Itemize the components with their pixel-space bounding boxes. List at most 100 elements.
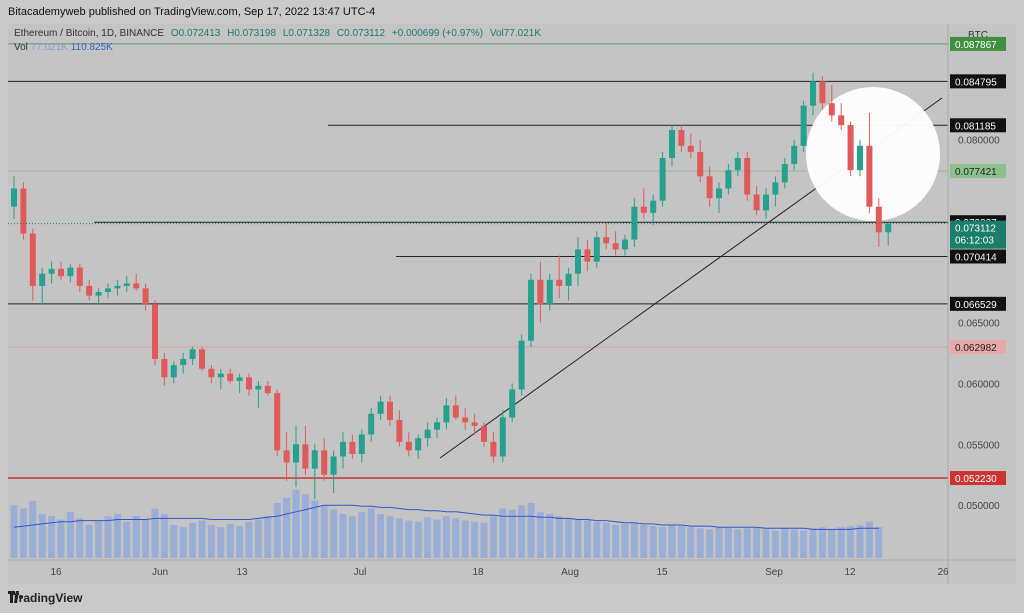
- volume-bar: [771, 530, 779, 558]
- candle-body: [734, 158, 741, 171]
- volume-bar: [499, 508, 507, 558]
- volume-bar: [724, 528, 732, 558]
- volume-bar: [386, 516, 394, 558]
- level-price-tag: [950, 74, 1006, 89]
- high-value: H0.073198: [227, 28, 277, 39]
- open-value: O0.072413: [170, 28, 221, 39]
- volume-bar: [151, 508, 159, 558]
- candle-body: [753, 194, 760, 211]
- volume-bar: [461, 520, 469, 558]
- price-tick-label: 0.065000: [958, 318, 1000, 329]
- candle-body: [67, 267, 74, 277]
- candle-body: [687, 145, 694, 152]
- time-tick-label: 26: [937, 567, 949, 578]
- candle-body: [349, 441, 356, 455]
- volume-bar: [818, 527, 826, 558]
- volume-bar: [762, 529, 770, 558]
- footer[interactable]: TradingView: [8, 591, 82, 605]
- symbol-legend[interactable]: Ethereum / Bitcoin, 1D, BINANCE O0.07241…: [14, 28, 545, 39]
- volume-bar: [800, 530, 808, 558]
- candle-body: [424, 429, 431, 439]
- volume-bar: [273, 503, 281, 558]
- candle-body: [377, 401, 384, 414]
- volume-bar: [442, 516, 450, 558]
- candle-body: [875, 206, 882, 233]
- horizontal-levels[interactable]: [8, 43, 948, 479]
- time-tick-label: Sep: [765, 567, 783, 578]
- candle-body: [274, 393, 281, 451]
- time-tick-label: Aug: [561, 567, 579, 578]
- volume-bar: [696, 528, 704, 558]
- candle-body: [311, 450, 318, 469]
- level-price-label: 0.052230: [955, 474, 997, 485]
- volume-bar: [142, 519, 150, 558]
- time-tick-label: 12: [844, 567, 856, 578]
- price-chart[interactable]: BTC 0.050000 0.055000 0.060000 0.065000 0.08…: [8, 24, 1016, 584]
- volume-bar: [113, 514, 121, 558]
- candle-body: [885, 223, 892, 233]
- candle-body: [838, 115, 845, 126]
- time-tick-label: 13: [236, 567, 248, 578]
- candle-body: [95, 292, 102, 296]
- candle-body: [227, 373, 234, 381]
- volume-bar: [424, 517, 432, 558]
- highlight-circle: [806, 87, 940, 221]
- volume-bar: [612, 525, 620, 558]
- level-price-tag: [950, 164, 1006, 179]
- volume-bar: [283, 497, 291, 558]
- volume-bar: [358, 511, 366, 558]
- time-axis[interactable]: 16 Jun 13 Jul 18 Aug 15 Sep 12 26: [8, 559, 1016, 578]
- candle-body: [76, 267, 83, 286]
- candle-body: [86, 285, 93, 296]
- candle-body: [763, 194, 769, 211]
- time-tick-label: Jul: [354, 567, 367, 578]
- candle-body: [565, 273, 572, 286]
- candle-body: [29, 233, 36, 286]
- volume-bar: [583, 520, 591, 558]
- volume-bar: [790, 529, 798, 558]
- candle-body: [857, 145, 863, 171]
- candle-body: [800, 105, 807, 146]
- price-tick-label: 0.080000: [958, 136, 1000, 147]
- volume-bar: [217, 527, 225, 558]
- volume-bar: [236, 526, 244, 558]
- volume-bar: [593, 521, 601, 558]
- volume-bar: [76, 518, 84, 558]
- candle-body: [396, 419, 403, 442]
- volume-bar: [753, 527, 761, 558]
- level-labels: 0.0878670.0847950.0811850.0774210.073227…: [950, 36, 1006, 486]
- volume-current: 77.021K: [30, 42, 68, 53]
- level-price-tag: [950, 340, 1006, 355]
- candle-body: [39, 273, 46, 286]
- last-price-label: 0.073112: [955, 224, 996, 235]
- level-price-tag: [950, 471, 1006, 486]
- candle-body: [556, 279, 563, 286]
- currency-label: BTC: [968, 30, 988, 41]
- volume-bar: [170, 525, 178, 558]
- symbol-name: Ethereum / Bitcoin, 1D, BINANCE: [14, 28, 165, 39]
- volume-bar: [226, 523, 234, 558]
- change-value: +0.000699 (+0.97%): [391, 28, 484, 39]
- candle-body: [123, 283, 130, 286]
- level-price-tag: [950, 249, 1006, 264]
- volume-bar: [847, 526, 855, 558]
- price-axis[interactable]: BTC 0.050000 0.055000 0.060000 0.065000 0.08…: [947, 24, 1000, 584]
- volume-bar: [527, 503, 535, 558]
- volume-bar: [377, 514, 385, 558]
- level-price-tag: [950, 118, 1006, 133]
- published-info: Bitacademyweb published on TradingView.c…: [8, 6, 376, 18]
- candle-body: [114, 285, 121, 289]
- chart-frame[interactable]: BTC 0.050000 0.055000 0.060000 0.065000 0.08…: [8, 24, 1016, 584]
- volume-bar: [160, 514, 168, 558]
- candle-body: [189, 349, 196, 359]
- candle-body: [471, 422, 478, 426]
- volume-bar: [630, 522, 638, 558]
- volume-bar: [367, 508, 375, 558]
- volume-legend[interactable]: Vol 77.021K 110.825K: [14, 42, 113, 53]
- candle-body: [142, 288, 149, 305]
- volume-bar: [254, 519, 262, 558]
- candle-body: [11, 188, 17, 207]
- candle-body: [415, 438, 422, 451]
- volume-bar: [320, 505, 328, 558]
- candle-body: [199, 349, 205, 369]
